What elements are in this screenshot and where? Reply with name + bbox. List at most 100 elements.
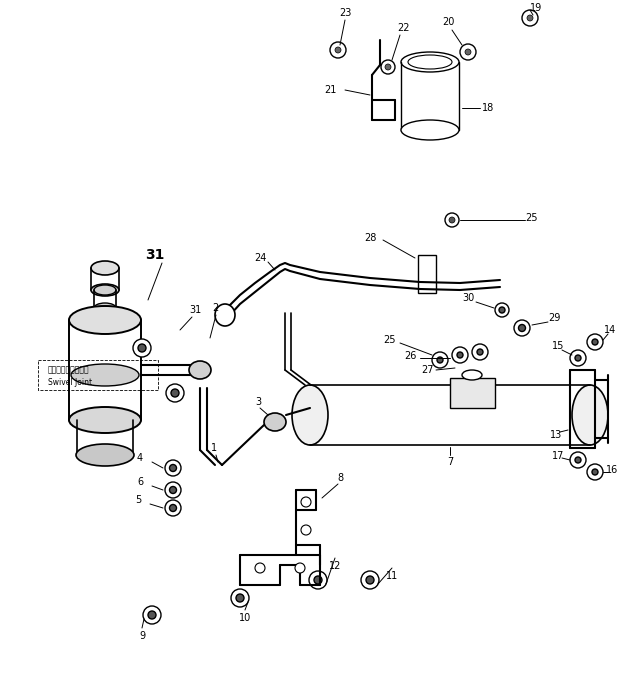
Text: 24: 24 — [254, 253, 266, 263]
Ellipse shape — [361, 571, 379, 589]
Ellipse shape — [570, 350, 586, 366]
Ellipse shape — [148, 611, 156, 619]
Ellipse shape — [330, 42, 346, 58]
Ellipse shape — [69, 306, 141, 334]
Text: スイベルジョイント: スイベルジョイント — [48, 366, 89, 375]
Text: 16: 16 — [606, 465, 618, 475]
Ellipse shape — [575, 355, 581, 361]
Text: 15: 15 — [552, 341, 564, 351]
Ellipse shape — [366, 576, 374, 584]
Ellipse shape — [91, 261, 119, 275]
Text: 18: 18 — [482, 103, 494, 113]
Ellipse shape — [165, 482, 181, 498]
Ellipse shape — [171, 389, 179, 397]
Text: 4: 4 — [137, 453, 143, 463]
Ellipse shape — [165, 500, 181, 516]
Ellipse shape — [301, 497, 311, 507]
Ellipse shape — [449, 217, 455, 223]
Ellipse shape — [477, 349, 483, 355]
Ellipse shape — [189, 361, 211, 379]
Ellipse shape — [170, 464, 176, 471]
Bar — [450, 378, 495, 408]
Ellipse shape — [292, 385, 328, 445]
Text: 20: 20 — [442, 17, 454, 27]
Text: 31: 31 — [189, 305, 201, 315]
Ellipse shape — [170, 486, 176, 493]
Ellipse shape — [432, 352, 448, 368]
Ellipse shape — [401, 52, 459, 72]
Text: 30: 30 — [462, 293, 474, 303]
Ellipse shape — [170, 505, 176, 511]
Text: 22: 22 — [397, 23, 410, 33]
Text: 23: 23 — [339, 8, 351, 18]
Ellipse shape — [231, 589, 249, 607]
Ellipse shape — [165, 460, 181, 476]
Ellipse shape — [572, 385, 608, 445]
Ellipse shape — [76, 444, 134, 466]
Text: 29: 29 — [548, 313, 560, 323]
Ellipse shape — [264, 413, 286, 431]
Ellipse shape — [457, 352, 463, 358]
Text: 27: 27 — [422, 365, 434, 375]
Ellipse shape — [587, 464, 603, 480]
Text: 14: 14 — [604, 325, 616, 335]
Text: 25: 25 — [526, 213, 538, 223]
Ellipse shape — [472, 344, 488, 360]
Text: 8: 8 — [337, 473, 343, 483]
Text: 11: 11 — [386, 571, 398, 581]
Ellipse shape — [460, 44, 476, 60]
Ellipse shape — [166, 384, 184, 402]
Ellipse shape — [522, 10, 538, 26]
Ellipse shape — [408, 55, 452, 69]
Ellipse shape — [452, 347, 468, 363]
Ellipse shape — [437, 357, 443, 363]
Ellipse shape — [215, 304, 235, 326]
Text: 13: 13 — [550, 430, 562, 440]
Text: 28: 28 — [364, 233, 376, 243]
Ellipse shape — [527, 15, 533, 21]
Ellipse shape — [401, 120, 459, 140]
Ellipse shape — [133, 339, 151, 357]
Ellipse shape — [381, 60, 395, 74]
Ellipse shape — [69, 407, 141, 433]
Text: 3: 3 — [255, 397, 261, 407]
Text: 31: 31 — [145, 248, 165, 262]
Ellipse shape — [143, 606, 161, 624]
Text: 7: 7 — [447, 457, 453, 467]
Ellipse shape — [462, 370, 482, 380]
Text: 26: 26 — [404, 351, 416, 361]
Text: 21: 21 — [324, 85, 336, 95]
Bar — [418, 255, 436, 293]
Text: 10: 10 — [239, 613, 251, 623]
Ellipse shape — [295, 563, 305, 573]
Ellipse shape — [314, 576, 322, 584]
Ellipse shape — [91, 284, 119, 296]
Ellipse shape — [575, 457, 581, 463]
Ellipse shape — [335, 47, 341, 53]
Ellipse shape — [236, 594, 244, 602]
Ellipse shape — [309, 571, 327, 589]
Text: 2: 2 — [212, 303, 218, 313]
Text: 6: 6 — [137, 477, 143, 487]
Ellipse shape — [592, 469, 598, 475]
Text: 17: 17 — [552, 451, 564, 461]
Ellipse shape — [570, 452, 586, 468]
Text: 9: 9 — [139, 631, 145, 641]
Text: 1: 1 — [211, 443, 217, 453]
Ellipse shape — [514, 320, 530, 336]
Text: 5: 5 — [135, 495, 141, 505]
Ellipse shape — [592, 339, 598, 345]
Ellipse shape — [255, 563, 265, 573]
Text: 19: 19 — [530, 3, 542, 13]
Text: Swivel Joint: Swivel Joint — [48, 378, 92, 387]
Ellipse shape — [385, 64, 391, 70]
Ellipse shape — [465, 49, 471, 55]
Ellipse shape — [445, 213, 459, 227]
Ellipse shape — [519, 325, 525, 332]
Ellipse shape — [587, 334, 603, 350]
Ellipse shape — [495, 303, 509, 317]
Bar — [38, 360, 158, 390]
Ellipse shape — [94, 303, 116, 313]
Ellipse shape — [138, 344, 146, 352]
Ellipse shape — [301, 525, 311, 535]
